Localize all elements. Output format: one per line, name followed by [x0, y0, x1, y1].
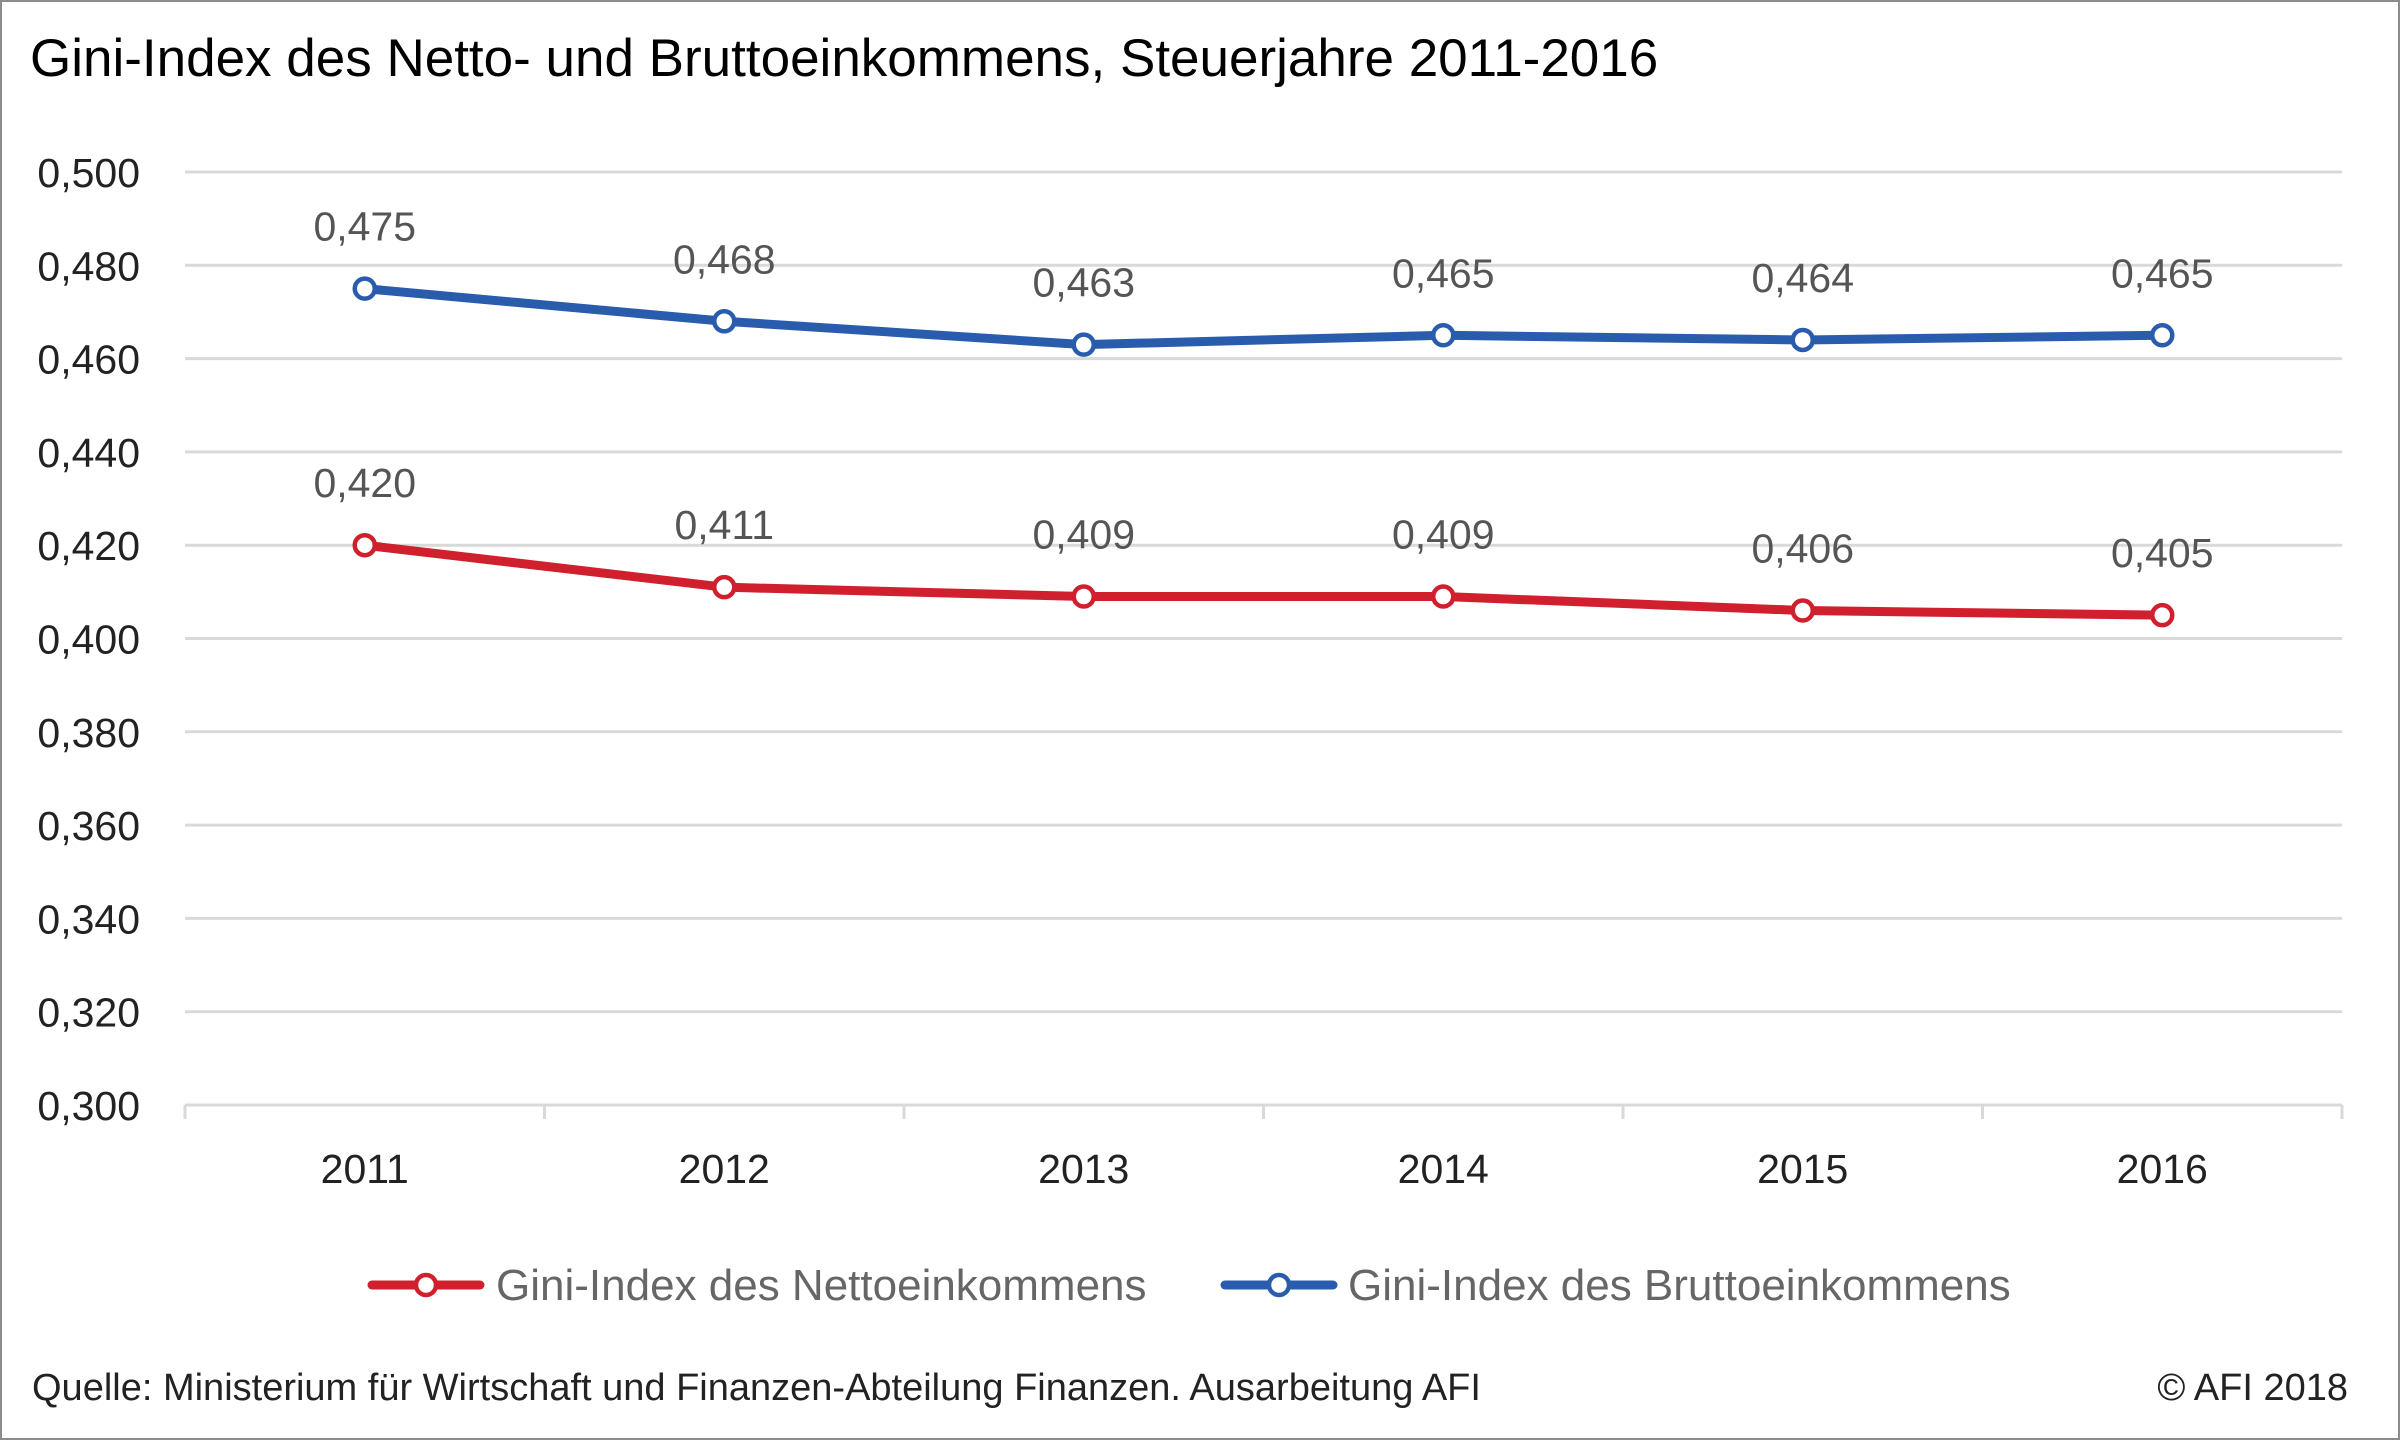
- data-label-netto: 0,409: [1392, 512, 1495, 558]
- data-point-netto: [712, 574, 737, 600]
- data-label-netto: 0,406: [1751, 526, 1854, 572]
- data-label-brutto: 0,465: [2111, 250, 2214, 296]
- data-point-netto: [1431, 584, 1456, 609]
- x-tick-label: 2011: [321, 1146, 409, 1192]
- data-point-brutto: [1431, 323, 1456, 348]
- series-line-netto: [360, 540, 2167, 620]
- y-tick-label: 0,340: [37, 896, 140, 942]
- copyright-note: © AFI 2018: [2157, 1367, 2348, 1409]
- data-point-brutto: [1071, 332, 1096, 357]
- y-tick-label: 0,440: [37, 430, 140, 476]
- y-tick-label: 0,460: [37, 337, 140, 383]
- y-tick-label: 0,500: [37, 150, 140, 196]
- data-point-netto: [2150, 602, 2175, 628]
- data-label-brutto: 0,475: [313, 204, 416, 250]
- x-tick-label: 2015: [1757, 1146, 1848, 1192]
- data-label-netto: 0,411: [674, 502, 774, 548]
- legend-marker-netto: [413, 1272, 439, 1298]
- data-point-netto: [352, 532, 377, 558]
- data-label-netto: 0,409: [1032, 512, 1135, 558]
- chart-title: Gini-Index des Netto- und Bruttoeinkomme…: [30, 29, 1659, 88]
- x-tick-label: 2014: [1398, 1146, 1489, 1192]
- data-point-brutto: [712, 309, 737, 334]
- data-label-brutto: 0,465: [1392, 250, 1495, 296]
- x-tick-label: 2016: [2117, 1146, 2208, 1192]
- x-tick-label: 2013: [1038, 1146, 1129, 1192]
- y-tick-label: 0,360: [37, 803, 140, 849]
- data-point-brutto: [352, 276, 377, 301]
- source-note: Quelle: Ministerium für Wirtschaft und F…: [32, 1367, 1481, 1409]
- series-line-brutto: [360, 284, 2167, 350]
- data-point-brutto: [2150, 323, 2175, 348]
- data-label-netto: 0,420: [313, 460, 416, 506]
- data-label-netto: 0,405: [2111, 530, 2214, 576]
- y-tick-label: 0,400: [37, 617, 140, 663]
- y-tick-label: 0,380: [37, 710, 140, 756]
- data-label-brutto: 0,463: [1032, 260, 1135, 306]
- x-tick-label: 2012: [679, 1146, 770, 1192]
- y-tick-label: 0,320: [37, 990, 140, 1036]
- data-point-netto: [1071, 584, 1096, 609]
- data-point-netto: [1790, 598, 1815, 623]
- y-tick-label: 0,480: [37, 243, 140, 289]
- legend-label-netto: Gini-Index des Nettoeinkommens: [496, 1261, 1147, 1310]
- data-point-brutto: [1790, 327, 1815, 353]
- legend-label-brutto: Gini-Index des Bruttoeinkommens: [1348, 1261, 2011, 1310]
- y-tick-label: 0,300: [37, 1083, 140, 1129]
- data-label-brutto: 0,468: [673, 236, 776, 282]
- y-tick-label: 0,420: [37, 523, 140, 569]
- data-label-brutto: 0,464: [1751, 255, 1854, 301]
- legend-marker-brutto: [1266, 1272, 1292, 1298]
